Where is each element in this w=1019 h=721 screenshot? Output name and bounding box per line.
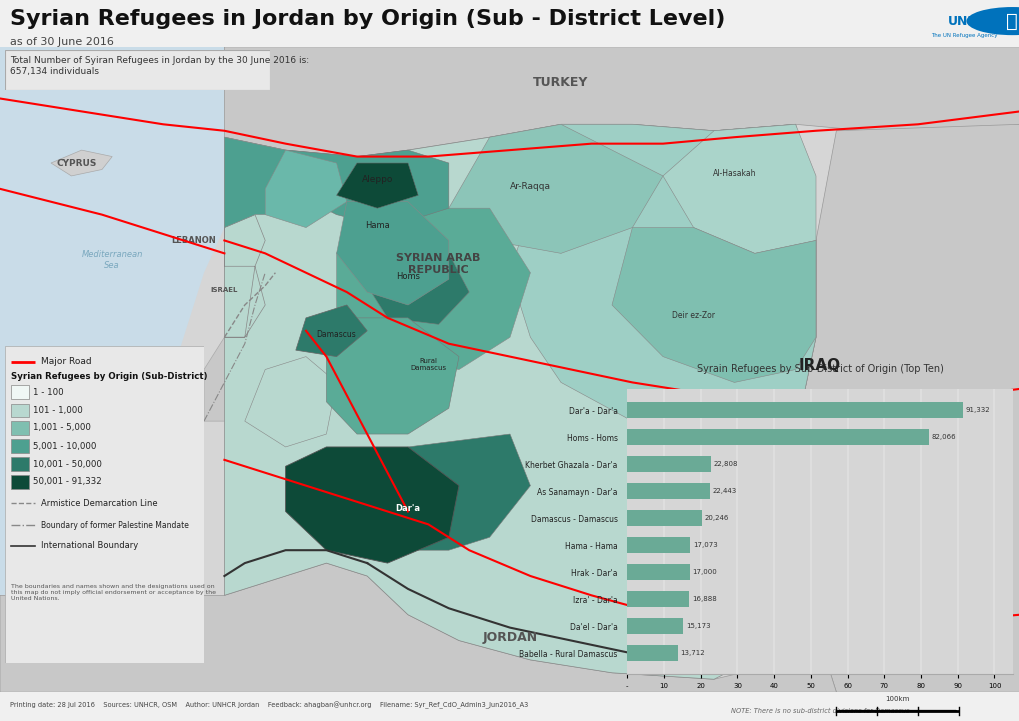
Text: Mediterranean
Sea: Mediterranean Sea bbox=[82, 250, 143, 270]
Text: 20,246: 20,246 bbox=[704, 516, 729, 521]
Bar bbox=[627, 591, 689, 607]
Polygon shape bbox=[224, 137, 285, 228]
Text: Rural
Damascus: Rural Damascus bbox=[410, 358, 446, 371]
Text: 17,073: 17,073 bbox=[692, 542, 717, 548]
Text: ISRAEL: ISRAEL bbox=[211, 287, 237, 293]
Text: Damascus: Damascus bbox=[317, 330, 356, 340]
Polygon shape bbox=[245, 357, 336, 447]
Polygon shape bbox=[510, 124, 815, 447]
Text: 91,332: 91,332 bbox=[965, 407, 989, 413]
Text: 22,443: 22,443 bbox=[712, 488, 736, 495]
Polygon shape bbox=[0, 563, 836, 692]
Text: 16,888: 16,888 bbox=[692, 596, 716, 602]
Bar bbox=[627, 456, 710, 472]
Bar bbox=[627, 618, 683, 634]
Text: JORDAN: JORDAN bbox=[482, 631, 537, 644]
Text: Syrain Refugees by Sub-District of Origin (Top Ten): Syrain Refugees by Sub-District of Origi… bbox=[696, 363, 943, 373]
Circle shape bbox=[966, 7, 1019, 35]
Text: 10,001 - 50,000: 10,001 - 50,000 bbox=[33, 459, 102, 469]
Polygon shape bbox=[224, 215, 265, 266]
Bar bbox=[11, 404, 29, 417]
Bar bbox=[627, 510, 701, 526]
Polygon shape bbox=[285, 150, 448, 228]
Text: 101 - 1,000: 101 - 1,000 bbox=[33, 406, 83, 415]
Text: 13,712: 13,712 bbox=[680, 650, 704, 656]
Text: The UN Refugee Agency: The UN Refugee Agency bbox=[929, 32, 997, 37]
Polygon shape bbox=[265, 150, 346, 228]
Text: Syrian Refugees in Jordan by Origin (Sub - District Level): Syrian Refugees in Jordan by Origin (Sub… bbox=[10, 9, 726, 30]
Bar bbox=[11, 386, 29, 399]
Bar bbox=[11, 475, 29, 489]
Text: 1,001 - 5,000: 1,001 - 5,000 bbox=[33, 423, 91, 433]
Text: Hama: Hama bbox=[365, 221, 389, 229]
Polygon shape bbox=[448, 124, 662, 253]
Bar bbox=[627, 564, 689, 580]
Polygon shape bbox=[326, 318, 459, 434]
Polygon shape bbox=[387, 434, 530, 550]
Bar bbox=[11, 421, 29, 435]
Text: LEBANON: LEBANON bbox=[171, 236, 216, 245]
Polygon shape bbox=[224, 47, 1019, 156]
Text: Homs: Homs bbox=[395, 272, 420, 281]
Bar bbox=[627, 537, 689, 553]
Polygon shape bbox=[336, 163, 418, 208]
Text: Total Number of Syiran Refugees in Jordan by the 30 June 2016 is:
657,134 indivi: Total Number of Syiran Refugees in Jorda… bbox=[10, 56, 309, 76]
Text: Major Road: Major Road bbox=[41, 358, 92, 366]
Polygon shape bbox=[224, 266, 265, 337]
Text: Deir ez-Zor: Deir ez-Zor bbox=[672, 311, 714, 320]
Text: 1 - 100: 1 - 100 bbox=[33, 388, 63, 397]
Title: IRAQ: IRAQ bbox=[798, 358, 841, 373]
Polygon shape bbox=[0, 47, 224, 596]
Text: Al-Hasakah: Al-Hasakah bbox=[712, 169, 755, 178]
Text: UNHCR: UNHCR bbox=[947, 14, 997, 27]
Text: 22,808: 22,808 bbox=[713, 461, 738, 467]
Text: as of 30 June 2016: as of 30 June 2016 bbox=[10, 37, 114, 47]
Text: 50,001 - 91,332: 50,001 - 91,332 bbox=[33, 477, 102, 487]
Bar bbox=[627, 429, 927, 446]
Text: STATE OF
PALESTINE: STATE OF PALESTINE bbox=[144, 373, 182, 384]
Text: Armistice Demarcation Line: Armistice Demarcation Line bbox=[41, 499, 157, 508]
Text: TURKEY: TURKEY bbox=[533, 76, 588, 89]
Text: 15,173: 15,173 bbox=[686, 623, 710, 629]
Polygon shape bbox=[336, 208, 530, 370]
Text: CYPRUS: CYPRUS bbox=[56, 159, 97, 167]
Polygon shape bbox=[611, 228, 815, 382]
Text: Dar'a: Dar'a bbox=[395, 505, 420, 513]
Text: Ar-Raqqa: Ar-Raqqa bbox=[510, 182, 550, 191]
Bar bbox=[11, 457, 29, 471]
Polygon shape bbox=[51, 150, 112, 176]
Polygon shape bbox=[662, 124, 815, 253]
Text: Aleppo: Aleppo bbox=[362, 175, 392, 185]
Text: International Boundary: International Boundary bbox=[41, 541, 138, 550]
Bar bbox=[627, 645, 677, 661]
Bar bbox=[11, 439, 29, 453]
Text: ⧗: ⧗ bbox=[1006, 12, 1017, 30]
Polygon shape bbox=[296, 305, 367, 357]
Text: Syrian Refugees by Origin (Sub-District): Syrian Refugees by Origin (Sub-District) bbox=[11, 372, 207, 381]
Text: 82,066: 82,066 bbox=[930, 434, 955, 441]
Polygon shape bbox=[204, 337, 255, 421]
Text: Printing date: 28 Jul 2016    Sources: UNHCR, OSM    Author: UNHCR Jordan    Fee: Printing date: 28 Jul 2016 Sources: UNHC… bbox=[10, 702, 528, 709]
Text: The boundaries and names shown and the designations used on
this map do not impl: The boundaries and names shown and the d… bbox=[11, 584, 216, 601]
Text: SYRIAN ARAB
REPUBLIC: SYRIAN ARAB REPUBLIC bbox=[396, 253, 480, 275]
Bar bbox=[627, 483, 709, 500]
Text: 100km: 100km bbox=[884, 696, 909, 702]
Polygon shape bbox=[336, 202, 448, 305]
Text: 5,001 - 10,000: 5,001 - 10,000 bbox=[33, 441, 96, 451]
Text: NOTE: There is no sub-district divisions for Damascus: NOTE: There is no sub-district divisions… bbox=[730, 708, 909, 715]
Polygon shape bbox=[285, 447, 459, 563]
Polygon shape bbox=[367, 253, 469, 324]
Text: 17,000: 17,000 bbox=[692, 569, 716, 575]
Polygon shape bbox=[795, 124, 1019, 692]
Polygon shape bbox=[224, 124, 815, 679]
Bar bbox=[627, 402, 962, 418]
Text: Boundary of former Palestine Mandate: Boundary of former Palestine Mandate bbox=[41, 521, 189, 530]
